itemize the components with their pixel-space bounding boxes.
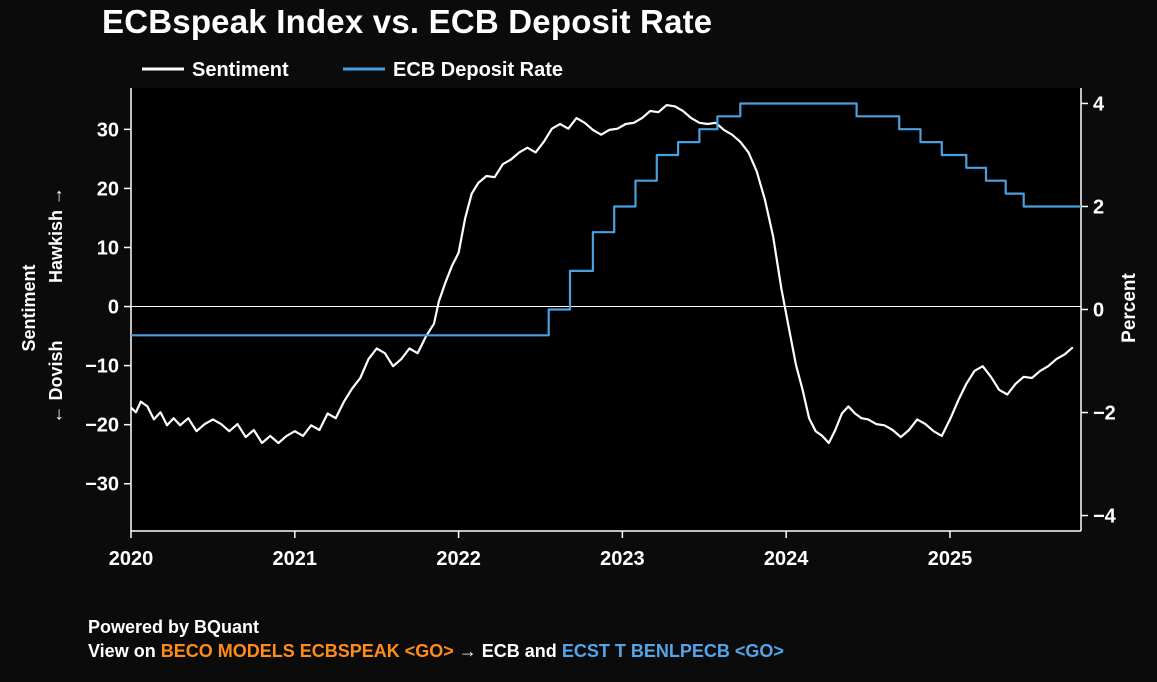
x-tick-label: 2024 xyxy=(764,548,809,570)
x-tick-label: 2025 xyxy=(928,548,973,570)
y-right-tick-label: 4 xyxy=(1093,93,1105,115)
legend: Sentiment ECB Deposit Rate xyxy=(142,59,563,81)
chart-title: ECBspeak Index vs. ECB Deposit Rate xyxy=(102,3,713,40)
y-left-tick-label: −10 xyxy=(85,356,119,378)
y-right-tick-label: −4 xyxy=(1093,506,1117,528)
y-left-tick-label: 30 xyxy=(97,119,119,141)
x-tick-label: 2022 xyxy=(436,548,481,570)
y-right-tick-label: 0 xyxy=(1093,300,1104,322)
x-tick-label: 2023 xyxy=(600,548,645,570)
series-layer xyxy=(130,102,1081,445)
series-line-ecb-deposit-rate xyxy=(131,102,1081,337)
y-left-tick-label: 10 xyxy=(97,237,119,259)
footer-powered-by: Powered by BQuant xyxy=(88,617,260,637)
y-right-tick-label: −2 xyxy=(1093,403,1116,425)
footer-command-benlpecb[interactable]: ECST T BENLPECB <GO> xyxy=(561,641,784,661)
legend-label-sentiment: Sentiment xyxy=(192,59,289,81)
footer-view-on: View on BECO MODELS ECBSPEAK <GO> → ECB … xyxy=(88,639,784,663)
footer-command-ecbspeak[interactable]: BECO MODELS ECBSPEAK <GO> xyxy=(160,641,454,661)
y-left-tick-label: 20 xyxy=(97,178,119,200)
chart: Sentiment ECB Deposit Rate −30−20−100102… xyxy=(19,59,1140,570)
y-right-tick-label: 2 xyxy=(1093,196,1104,218)
left-axis-label-dovish: ← Dovish xyxy=(46,340,66,423)
series-line-sentiment xyxy=(130,104,1074,445)
right-axis-title: Percent xyxy=(1119,272,1140,342)
footer: Powered by BQuant View on BECO MODELS EC… xyxy=(88,615,784,663)
x-tick-label: 2021 xyxy=(273,548,318,570)
left-axis-label-hawkish: Hawkish → xyxy=(46,187,66,283)
y-left-tick-label: 0 xyxy=(108,297,119,319)
footer-middle: → ECB and xyxy=(458,641,557,661)
y-left-tick-label: −30 xyxy=(85,474,119,496)
x-tick-label: 2020 xyxy=(109,548,154,570)
left-axis-title: Sentiment Hawkish → ← Dovish xyxy=(19,187,66,424)
footer-prefix: View on xyxy=(88,641,156,661)
left-axis-label-sentiment: Sentiment xyxy=(19,264,39,351)
y-left-tick-label: −20 xyxy=(85,415,119,437)
plot-area xyxy=(131,88,1081,531)
legend-label-rate: ECB Deposit Rate xyxy=(393,59,563,81)
